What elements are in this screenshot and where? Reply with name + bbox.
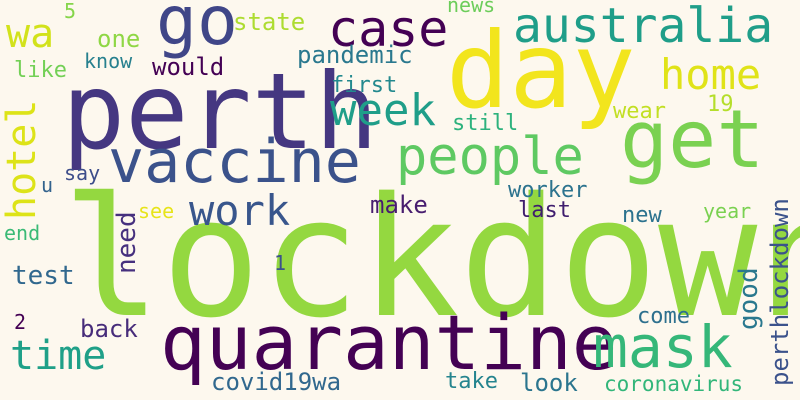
word-perth: perth xyxy=(62,51,379,173)
word-pandemic: pandemic xyxy=(297,41,413,69)
word-time: time xyxy=(10,333,107,379)
word-good: good xyxy=(734,267,764,330)
word-still: still xyxy=(452,111,519,136)
word-wa: wa xyxy=(6,11,55,57)
word-say: say xyxy=(64,161,101,185)
word-news: news xyxy=(447,0,496,17)
word-come: come xyxy=(637,304,690,329)
word-would: would xyxy=(152,53,225,81)
word-wear: wear xyxy=(613,99,666,124)
word-coronavirus: coronavirus xyxy=(604,372,744,396)
word-nineteen: 19 xyxy=(707,92,734,117)
word-lockdown: lockdown xyxy=(62,162,800,354)
word-covid19wa: covid19wa xyxy=(211,368,342,396)
word-go: go xyxy=(156,0,238,61)
word-australia: australia xyxy=(513,0,774,54)
word-home: home xyxy=(660,50,762,99)
word-worker: worker xyxy=(508,178,588,203)
word-look: look xyxy=(520,369,578,397)
word-quarantine: quarantine xyxy=(160,298,618,387)
word-two-digit: 2 xyxy=(14,310,27,334)
word-one-digit: 1 xyxy=(274,251,287,275)
word-end: end xyxy=(4,221,41,245)
word-one: one xyxy=(97,25,141,53)
word-back: back xyxy=(80,315,138,343)
word-like: like xyxy=(14,58,67,83)
word-mask: mask xyxy=(593,313,733,381)
word-get: get xyxy=(620,93,765,186)
word-hotel: hotel xyxy=(0,99,45,220)
word-know: know xyxy=(84,49,133,73)
word-state: state xyxy=(233,8,306,36)
word-see: see xyxy=(138,199,175,223)
word-five: 5 xyxy=(64,0,77,23)
word-day: day xyxy=(446,10,636,132)
word-people: people xyxy=(396,127,584,187)
word-take: take xyxy=(445,369,498,394)
word-case: case xyxy=(328,0,449,58)
word-last: last xyxy=(518,198,571,223)
word-make: make xyxy=(370,191,428,219)
word-new: new xyxy=(622,203,662,228)
word-vaccine: vaccine xyxy=(108,127,361,197)
word-perthlockdown: perthlockdown xyxy=(766,198,794,386)
word-test: test xyxy=(12,261,75,291)
word-first: first xyxy=(331,73,398,98)
word-u: u xyxy=(41,173,54,197)
word-need: need xyxy=(112,211,142,274)
word-week: week xyxy=(330,85,436,136)
word-year: year xyxy=(703,199,752,223)
word-work: work xyxy=(189,186,291,235)
